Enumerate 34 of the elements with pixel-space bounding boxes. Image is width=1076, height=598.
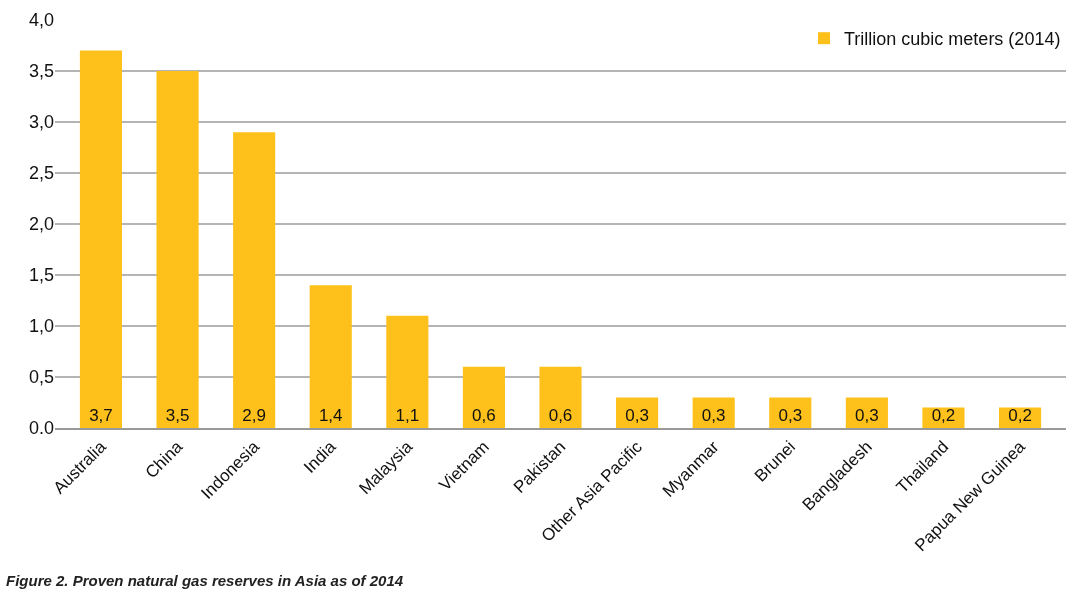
bar — [769, 397, 812, 428]
data-label: 1,4 — [318, 406, 343, 425]
data-label: 0,3 — [625, 406, 649, 425]
bar — [616, 397, 659, 428]
data-label: 2,9 — [242, 406, 266, 425]
bar — [309, 285, 352, 428]
y-tick-label: 2,0 — [28, 214, 54, 235]
data-label: 0,6 — [472, 406, 496, 425]
data-label: 0,6 — [548, 406, 573, 425]
y-tick-label: 1,0 — [28, 316, 54, 337]
data-label: 0,2 — [1008, 406, 1032, 425]
y-tick-label: 0.0 — [28, 418, 54, 439]
data-label: 0,3 — [855, 406, 879, 425]
bar — [386, 315, 429, 428]
bar — [462, 366, 505, 428]
y-tick-label: 3,0 — [28, 112, 54, 133]
bar — [539, 366, 582, 428]
data-label: 1,1 — [395, 406, 420, 425]
data-label: 0,3 — [778, 406, 803, 425]
data-label: 0,3 — [701, 406, 726, 425]
data-label: 0,2 — [931, 406, 956, 425]
y-tick-label: 0,5 — [28, 367, 54, 388]
caption: Figure 2. Proven natural gas reserves in Asia as of 2014 — [6, 572, 404, 589]
data-label: 3,7 — [89, 406, 113, 425]
y-tick-label: 1,5 — [28, 265, 54, 286]
bar — [79, 50, 123, 428]
y-tick-label: 3,5 — [28, 61, 54, 82]
bar — [156, 71, 199, 428]
legend-label: Trillion cubic meters (2014) — [844, 29, 1061, 50]
y-tick-label: 4,0 — [28, 10, 54, 31]
y-tick-label: 2,5 — [28, 163, 54, 184]
bar — [233, 132, 276, 428]
bar — [845, 397, 888, 428]
data-label: 3,5 — [165, 406, 190, 425]
